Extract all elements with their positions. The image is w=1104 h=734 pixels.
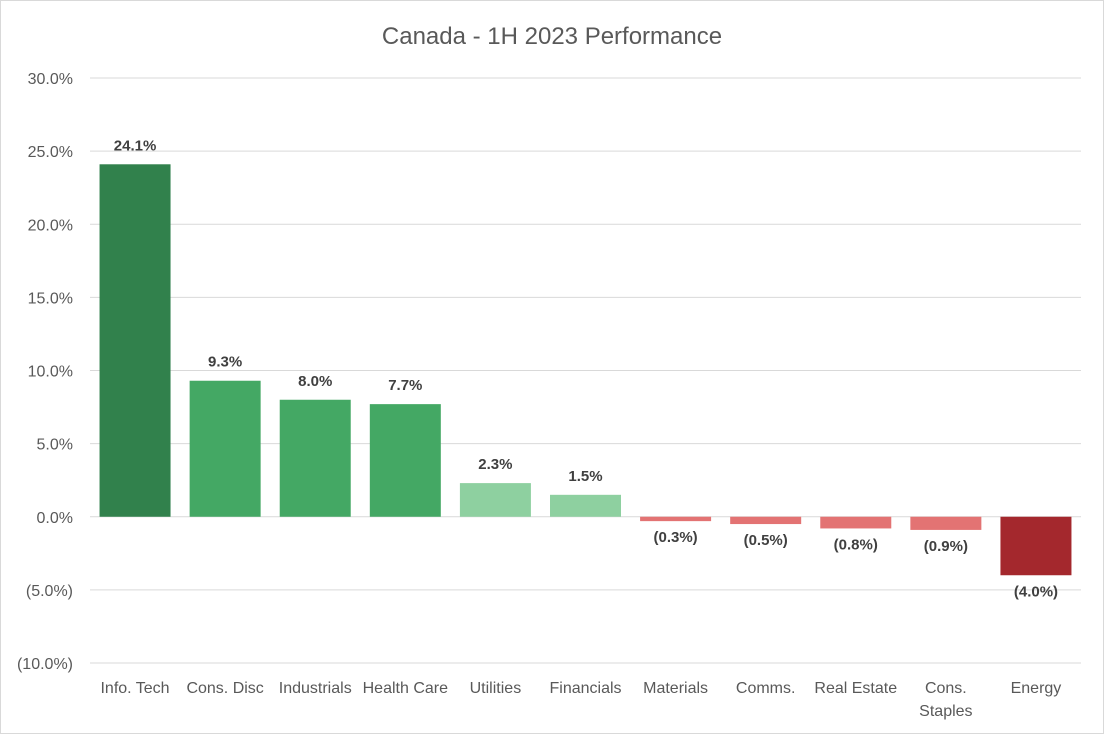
data-label: 2.3% (478, 456, 512, 473)
chart-title: Canada - 1H 2023 Performance (382, 23, 722, 50)
x-category-label: Utilities (470, 680, 522, 697)
data-labels: 24.1% 9.3% 8.0% 7.7% 2.3% 1.5% (0.3%) (0.5%) (0.… (114, 137, 1058, 600)
x-category-label: Real Estate (814, 680, 897, 697)
x-category-label: Cons. Disc (186, 680, 263, 697)
bar (1000, 516, 1072, 576)
y-tick-label: 25.0% (28, 144, 73, 161)
x-category-label: Energy (1011, 680, 1062, 697)
data-label: 7.7% (388, 377, 422, 394)
data-label: 24.1% (114, 137, 157, 154)
data-label: 9.3% (208, 354, 242, 371)
bar (730, 516, 802, 525)
x-category-label: Materials (643, 680, 708, 697)
y-tick-label: (10.0%) (17, 656, 73, 673)
y-tick-label: 5.0% (37, 437, 73, 454)
x-category-label: Industrials (279, 680, 352, 697)
bar (189, 380, 261, 517)
bar (99, 164, 171, 517)
x-axis-category-labels: Info. Tech Cons. Disc Industrials Health Ca… (100, 680, 1061, 720)
data-label: (4.0%) (1014, 583, 1058, 600)
bar (910, 516, 982, 530)
y-tick-label: 10.0% (28, 364, 73, 381)
data-label: (0.5%) (744, 532, 788, 549)
bar (640, 516, 712, 522)
x-category-label: Comms. (736, 680, 796, 697)
data-label: 8.0% (298, 373, 332, 390)
x-category-label: Cons. Staples (919, 680, 972, 720)
data-label: 1.5% (568, 468, 602, 485)
bars (99, 164, 1072, 576)
x-category-label: Health Care (363, 680, 448, 697)
y-tick-label: 30.0% (28, 71, 73, 88)
bar (459, 483, 531, 517)
y-tick-label: (5.0%) (26, 583, 73, 600)
data-label: (0.8%) (834, 536, 878, 553)
y-axis-tick-labels: (10.0%) (5.0%) 0.0% 5.0% 10.0% 15.0% 20.0% 25.0… (17, 71, 73, 673)
y-tick-label: 15.0% (28, 290, 73, 307)
bar (820, 516, 892, 529)
data-label: (0.3%) (653, 529, 697, 546)
x-category-label: Info. Tech (100, 680, 169, 697)
y-tick-label: 20.0% (28, 217, 73, 234)
x-category-label: Financials (549, 680, 621, 697)
data-label: (0.9%) (924, 538, 968, 555)
bar (279, 399, 351, 517)
bar (369, 404, 441, 517)
bar (550, 494, 621, 517)
y-tick-label: 0.0% (37, 510, 73, 527)
